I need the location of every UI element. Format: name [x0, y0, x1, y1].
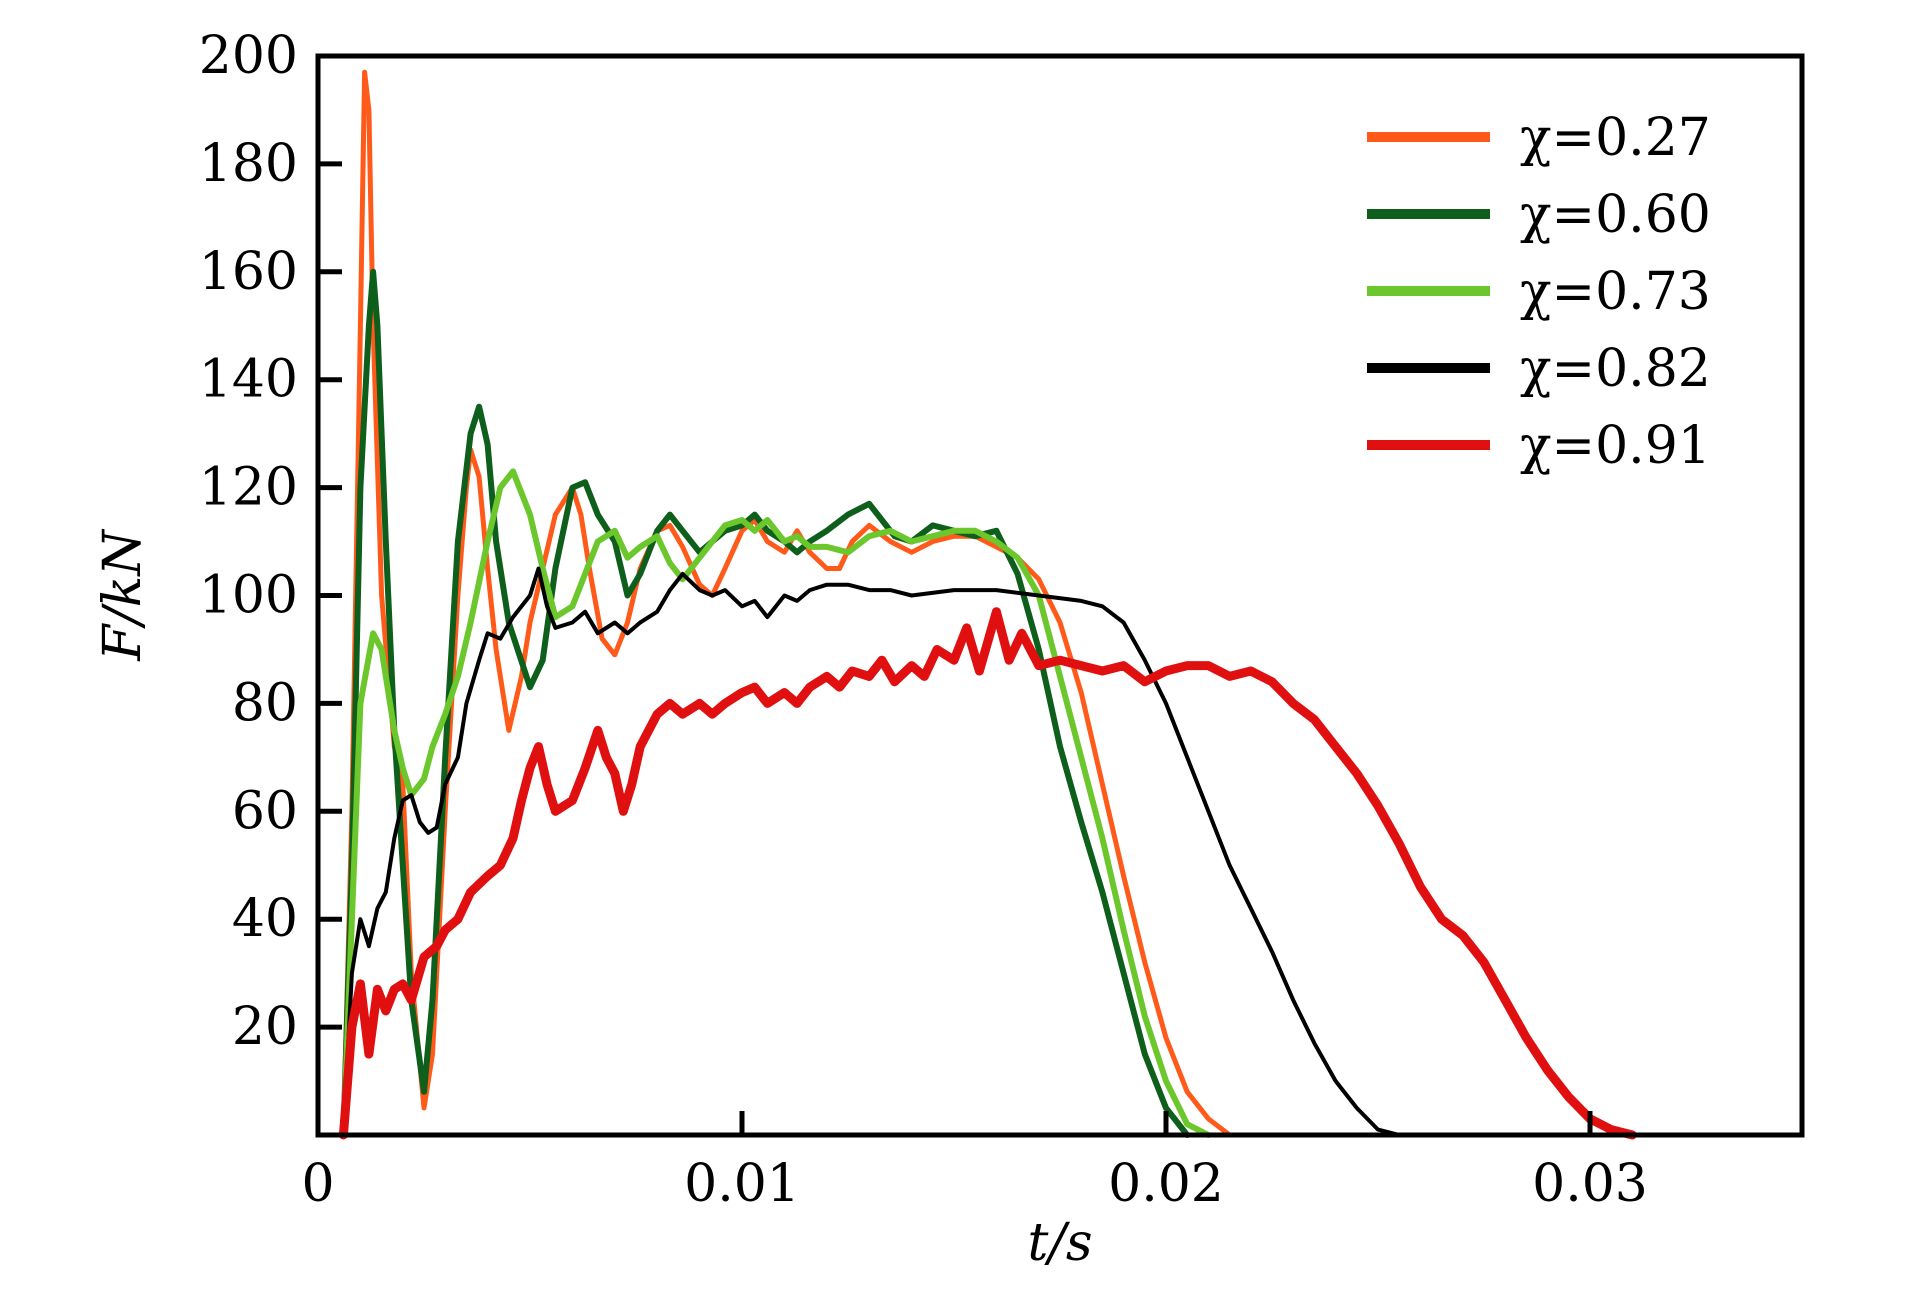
- legend-label: χ=0.27: [1520, 108, 1711, 168]
- series-layer: [338, 69, 1637, 1140]
- y-tick-label: 180: [199, 134, 298, 194]
- y-axis-title: F/kN: [93, 529, 153, 662]
- legend: χ=0.27 χ=0.60 χ=0.73 χ=0.82 χ=0.91: [1367, 108, 1711, 476]
- legend-item: χ=0.27: [1367, 108, 1711, 168]
- y-tick-label: 140: [199, 350, 298, 410]
- x-axis-title: t/s: [1027, 1213, 1092, 1273]
- y-tick-label: 160: [199, 242, 298, 302]
- x-tick-label: 0.01: [684, 1154, 800, 1214]
- legend-label: χ=0.60: [1520, 185, 1711, 245]
- x-tick-label: 0: [301, 1154, 334, 1214]
- y-tick-label: 20: [232, 997, 298, 1057]
- legend-item: χ=0.82: [1367, 339, 1711, 399]
- series-line-4: [341, 566, 1402, 1137]
- legend-label: χ=0.91: [1520, 416, 1711, 476]
- legend-item: χ=0.73: [1367, 262, 1711, 322]
- y-tick-label: 60: [232, 781, 298, 841]
- series-line-5: [338, 607, 1637, 1140]
- legend-label: χ=0.73: [1520, 262, 1711, 322]
- ticks-layer: 0 0.01 0.02 0.03 20 40 60 80 100 120 140 160 180 200: [199, 26, 1648, 1214]
- legend-item: χ=0.60: [1367, 185, 1711, 245]
- y-tick-label: 200: [199, 26, 298, 86]
- legend-item: χ=0.91: [1367, 416, 1711, 476]
- series-line-3: [340, 468, 1212, 1138]
- y-tick-label: 80: [232, 673, 298, 733]
- y-tick-label: 120: [199, 458, 298, 518]
- y-tick-label: 100: [199, 566, 298, 626]
- legend-label: χ=0.82: [1520, 339, 1711, 399]
- y-tick-label: 40: [232, 889, 298, 949]
- x-tick-label: 0.02: [1108, 1154, 1224, 1214]
- x-tick-label: 0.03: [1532, 1154, 1648, 1214]
